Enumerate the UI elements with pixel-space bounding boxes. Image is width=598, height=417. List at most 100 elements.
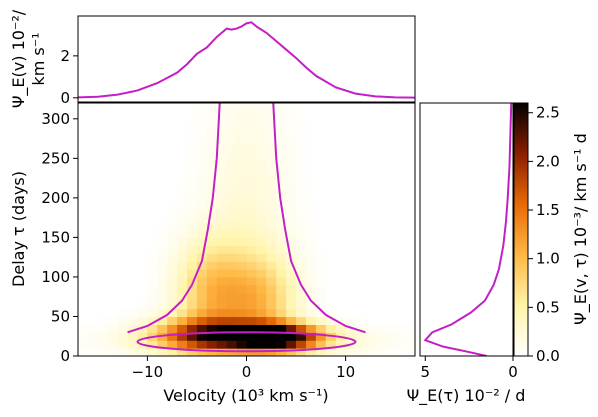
heatmap-cell xyxy=(246,158,258,167)
heatmap-cell xyxy=(117,316,129,325)
heatmap-cell xyxy=(305,174,317,183)
heatmap-cell xyxy=(177,213,188,223)
heatmap-cell xyxy=(216,324,228,333)
heatmap-cell xyxy=(196,197,208,207)
heatmap-cell xyxy=(177,292,188,302)
heatmap-cell xyxy=(286,166,297,175)
heatmap-cell xyxy=(256,197,267,207)
heatmap-cell xyxy=(305,284,317,294)
heatmap-cell xyxy=(187,316,198,325)
heatmap-cell xyxy=(246,189,258,199)
heatmap-cell xyxy=(365,316,376,325)
heatmap-cell xyxy=(117,332,129,341)
heatmap-cell xyxy=(206,284,218,294)
heatmap-cell xyxy=(286,174,297,183)
heatmap-cell xyxy=(206,142,218,152)
heatmap-cell xyxy=(296,253,307,262)
heatmap-cell xyxy=(286,118,297,128)
heatmap-cell xyxy=(157,253,168,262)
heatmap-cell xyxy=(286,276,297,286)
heatmap-cell xyxy=(266,253,277,262)
heatmap-cell xyxy=(236,348,248,356)
heatmap-cell xyxy=(97,348,109,356)
heatmap-cell xyxy=(226,197,238,207)
heatmap-cell xyxy=(177,332,188,341)
heatmap-cell xyxy=(226,166,238,175)
heatmap-cell xyxy=(276,182,287,191)
heatmap-cell xyxy=(226,174,238,183)
heatmap-cell xyxy=(395,332,406,341)
heatmap-cell xyxy=(206,308,218,318)
heatmap-cell xyxy=(147,276,158,286)
heatmap-cell xyxy=(315,340,327,349)
heatmap-cell xyxy=(296,348,307,356)
heatmap-cell xyxy=(286,134,297,144)
heatmap-cell xyxy=(216,126,228,136)
heatmap-cell xyxy=(216,182,228,191)
heatmap-cell xyxy=(266,134,277,144)
heatmap-cell xyxy=(246,332,258,341)
heatmap-cell xyxy=(315,300,327,310)
heatmap-cell xyxy=(305,221,317,231)
heatmap-cell xyxy=(315,276,327,286)
heatmap-cell xyxy=(87,332,99,341)
heatmap-cell xyxy=(276,166,287,175)
heatmap-cell xyxy=(296,292,307,302)
heatmap-cell xyxy=(157,261,168,270)
heatmap-cell xyxy=(315,332,327,341)
heatmap-cell xyxy=(127,348,139,356)
heatmap-cell xyxy=(296,269,307,278)
heatmap-cell xyxy=(286,340,297,349)
heatmap-cell xyxy=(196,205,208,215)
heatmap-cell xyxy=(226,229,238,239)
main-ytick-label: 250 xyxy=(41,149,70,167)
heatmap-cell xyxy=(226,213,238,223)
heatmap-cell xyxy=(167,213,178,223)
heatmap-cell xyxy=(206,174,218,183)
heatmap-cell xyxy=(305,300,317,310)
heatmap-cell xyxy=(226,158,238,167)
heatmap-cell xyxy=(216,150,228,159)
heatmap-cell xyxy=(157,308,168,318)
heatmap-cell xyxy=(256,229,267,239)
colorbar-frame xyxy=(513,102,529,357)
heatmap-cell xyxy=(256,348,267,356)
heatmap-cell xyxy=(206,300,218,310)
heatmap-cell xyxy=(266,182,277,191)
heatmap-cell xyxy=(78,332,89,341)
heatmap-cell xyxy=(305,261,317,270)
heatmap-cell xyxy=(246,229,258,239)
heatmap-cell xyxy=(375,340,386,349)
heatmap-cell xyxy=(296,110,307,120)
heatmap-cell xyxy=(137,292,148,302)
heatmap-cell xyxy=(256,308,267,318)
heatmap-cell xyxy=(97,340,109,349)
heatmap-cell xyxy=(305,324,317,333)
colorbar-tick-label: 0.0 xyxy=(536,347,560,365)
heatmap-cell xyxy=(276,284,287,294)
heatmap-cell xyxy=(236,292,248,302)
heatmap-cell xyxy=(355,340,367,349)
heatmap-cell xyxy=(236,308,248,318)
colorbar-gradient xyxy=(514,103,528,356)
heatmap-cell xyxy=(286,189,297,199)
heatmap-cell xyxy=(266,340,277,349)
heatmap-cell xyxy=(157,237,168,246)
envelope-curve xyxy=(272,103,366,334)
heatmap-cell xyxy=(177,300,188,310)
heatmap-cell xyxy=(246,205,258,215)
heatmap-cell xyxy=(246,237,258,246)
heatmap-cell xyxy=(286,300,297,310)
heatmap-cell xyxy=(256,150,267,159)
heatmap-cell xyxy=(226,110,238,120)
heatmap-cell xyxy=(187,269,198,278)
heatmap-cell xyxy=(226,332,238,341)
heatmap-cell xyxy=(305,237,317,246)
heatmap-cell xyxy=(395,324,406,333)
heatmap-cell xyxy=(236,134,248,144)
heatmap-cell xyxy=(157,245,168,254)
heatmap-cell xyxy=(187,197,198,207)
heatmap-cell xyxy=(286,284,297,294)
heatmap-cell xyxy=(226,340,238,349)
heatmap-cell xyxy=(276,174,287,183)
